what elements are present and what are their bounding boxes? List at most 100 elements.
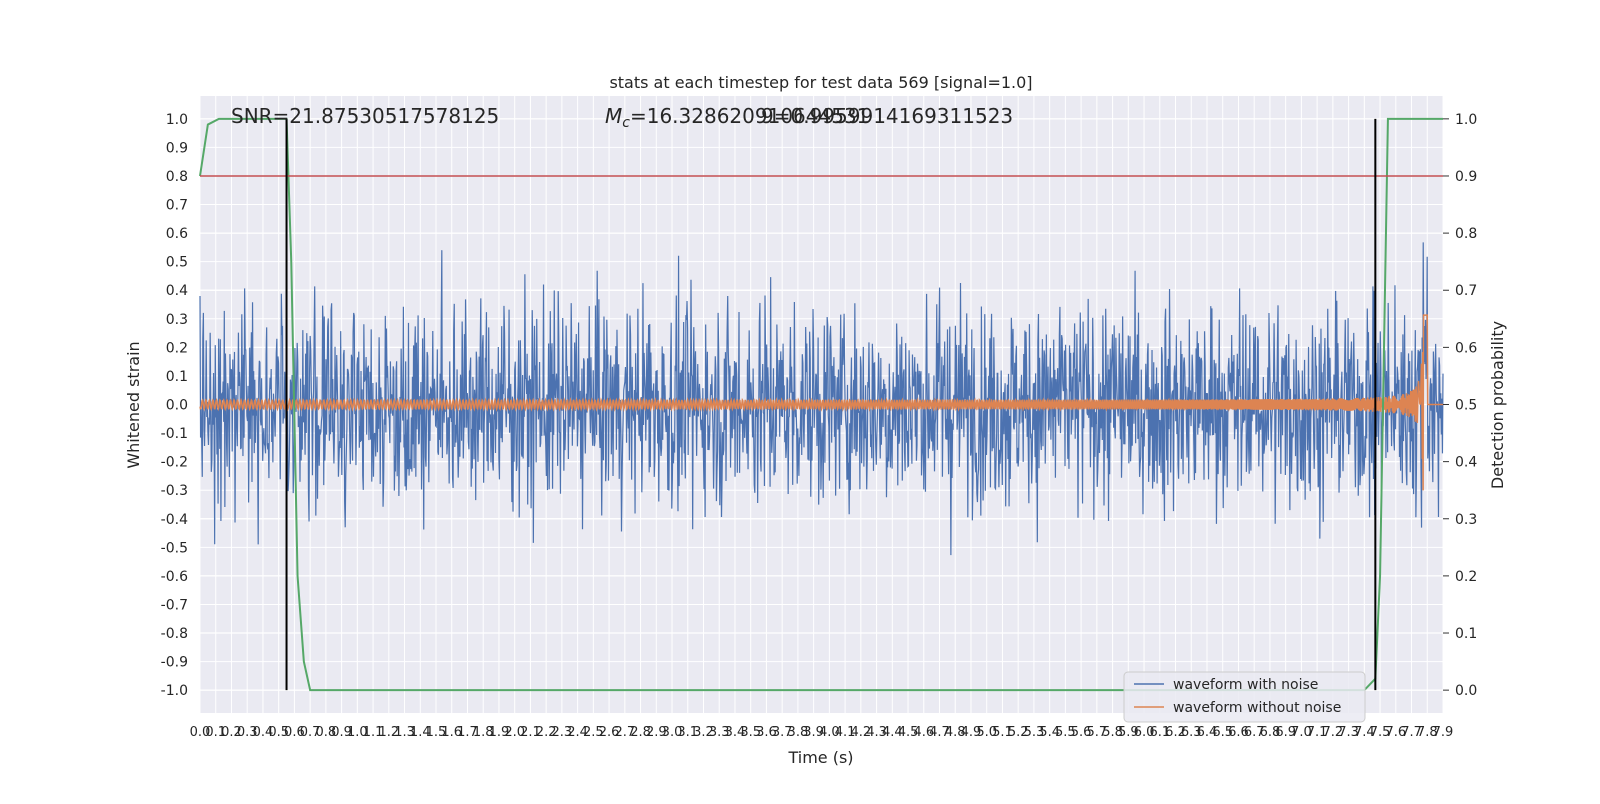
x-tick-label: 3.8: [788, 725, 809, 740]
x-tick-label: 6.5: [1212, 725, 1233, 740]
x-tick-label: 3.3: [709, 725, 730, 740]
y-tick-label-right: 0.1: [1455, 626, 1477, 642]
x-tick-label: 7.1: [1307, 725, 1328, 740]
y-axis-label-left: Whitened strain: [124, 341, 143, 468]
x-tick-label: 6.0: [1134, 725, 1155, 740]
x-tick-label: 2.1: [520, 725, 541, 740]
x-tick-label: 0.7: [300, 725, 321, 740]
detection-probability-line: [199, 117, 1443, 692]
x-tick-label: 6.1: [1149, 725, 1170, 740]
x-tick-label: 1.7: [457, 725, 478, 740]
y-tick-label-left: 0.1: [166, 369, 188, 385]
y-tick-label-right: 0.5: [1455, 398, 1477, 414]
y-tick-label-left: 0.8: [166, 169, 188, 185]
series-waveform-without-noise: [199, 314, 1443, 491]
x-tick-label: 7.2: [1323, 725, 1344, 740]
y-tick-label-right: 0.9: [1455, 169, 1477, 185]
x-tick-label: 7.7: [1401, 725, 1422, 740]
x-tick-label: 6.8: [1260, 725, 1281, 740]
x-tick-label: 4.9: [961, 725, 982, 740]
y-tick-label-right: 1.0: [1455, 112, 1477, 128]
y-tick-label-left: -0.1: [161, 426, 188, 442]
y-tick-label-left: -0.9: [161, 655, 188, 671]
chart-title: stats at each timestep for test data 569…: [609, 73, 1032, 92]
y-ticks-right: 1.0 0.9 0.8 0.7 0.6 0.5 0.4 0.3 0.2 0.1 0.0: [1443, 112, 1477, 699]
mc-value: =16.328620910644531: [630, 104, 869, 128]
x-tick-label: 1.6: [441, 725, 462, 740]
x-tick-label: 2.9: [646, 725, 667, 740]
x-tick-label: 5.9: [1118, 725, 1139, 740]
x-tick-label: 1.2: [378, 725, 399, 740]
y-tick-label-left: -0.7: [161, 597, 188, 613]
y-tick-label-left: -0.2: [161, 455, 188, 471]
x-tick-label: 6.6: [1228, 725, 1249, 740]
mc-annotation: Mc=16.328620910644531: [605, 104, 869, 131]
x-tick-label: 3.4: [725, 725, 746, 740]
x-tick-label: 7.5: [1370, 725, 1391, 740]
x-tick-label: 7.6: [1385, 725, 1406, 740]
y-tick-label-left: 0.6: [166, 226, 188, 242]
legend-label-noise: waveform with noise: [1173, 677, 1318, 693]
x-tick-label: 7.4: [1354, 725, 1375, 740]
x-tick-label: 4.4: [882, 725, 903, 740]
x-tick-label: 6.7: [1244, 725, 1265, 740]
overlap-annotation: 9=0.9959914169311523: [761, 104, 1013, 128]
markers: [200, 118, 1443, 691]
x-tick-label: 0.3: [237, 725, 258, 740]
x-tick-label: 2.5: [583, 725, 604, 740]
y-tick-label-left: 0.4: [166, 283, 188, 299]
y-tick-label-left: -0.3: [161, 483, 188, 499]
x-tick-label: 4.2: [850, 725, 871, 740]
x-ticks: 0.00.10.20.30.40.50.60.70.80.91.01.11.21…: [190, 725, 1454, 740]
clean-waveform-line: [199, 314, 1443, 491]
x-tick-label: 4.1: [835, 725, 856, 740]
x-tick-label: 0.9: [331, 725, 352, 740]
mc-symbol: M: [605, 104, 622, 128]
x-tick-label: 5.3: [1024, 725, 1045, 740]
y-tick-label-right: 0.2: [1455, 569, 1477, 585]
x-tick-label: 4.7: [929, 725, 950, 740]
x-tick-label: 5.8: [1102, 725, 1123, 740]
x-tick-label: 5.1: [992, 725, 1013, 740]
legend: waveform with noise waveform without noi…: [1123, 671, 1366, 723]
series-detection-probability: [199, 117, 1443, 692]
x-axis-label: Time (s): [787, 748, 853, 767]
x-tick-label: 3.5: [740, 725, 761, 740]
x-tick-label: 6.9: [1275, 725, 1296, 740]
y-tick-label-left: -0.8: [161, 626, 188, 642]
x-tick-label: 6.2: [1165, 725, 1186, 740]
x-tick-label: 7.3: [1338, 725, 1359, 740]
x-tick-label: 5.7: [1087, 725, 1108, 740]
y-tick-label-right: 0.7: [1455, 283, 1477, 299]
y-tick-label-right: 0.0: [1455, 683, 1477, 699]
mc-symbol-sub: c: [622, 115, 630, 131]
y-tick-label-left: 0.9: [166, 140, 188, 156]
x-tick-label: 4.5: [898, 725, 919, 740]
x-tick-label: 4.8: [945, 725, 966, 740]
y-tick-label-right: 0.4: [1455, 455, 1477, 471]
x-tick-label: 6.4: [1197, 725, 1218, 740]
y-tick-label-left: 0.2: [166, 340, 188, 356]
x-tick-label: 7.8: [1417, 725, 1438, 740]
x-tick-label: 5.0: [976, 725, 997, 740]
x-tick-label: 2.6: [599, 725, 620, 740]
x-tick-label: 3.1: [677, 725, 698, 740]
y-tick-label-right: 0.6: [1455, 340, 1477, 356]
x-tick-label: 0.6: [284, 725, 305, 740]
x-tick-label: 2.8: [630, 725, 651, 740]
x-tick-label: 4.3: [866, 725, 887, 740]
x-tick-label: 2.0: [504, 725, 525, 740]
x-tick-label: 1.5: [426, 725, 447, 740]
x-tick-label: 0.4: [253, 725, 274, 740]
x-tick-label: 7.9: [1433, 725, 1454, 740]
x-tick-label: 2.4: [567, 725, 588, 740]
x-tick-label: 1.9: [489, 725, 510, 740]
snr-annotation: SNR=21.87530517578125: [231, 104, 499, 128]
y-tick-label-right: 0.8: [1455, 226, 1477, 242]
y-tick-label-left: 0.3: [166, 312, 188, 328]
y-tick-label-right: 0.3: [1455, 512, 1477, 528]
x-tick-label: 5.6: [1071, 725, 1092, 740]
y-ticks-left: 1.0 0.9 0.8 0.7 0.6 0.5 0.4 0.3 0.2 0.1 0.0 -0.1 -0.…: [161, 112, 188, 699]
x-tick-label: 0.1: [205, 725, 226, 740]
